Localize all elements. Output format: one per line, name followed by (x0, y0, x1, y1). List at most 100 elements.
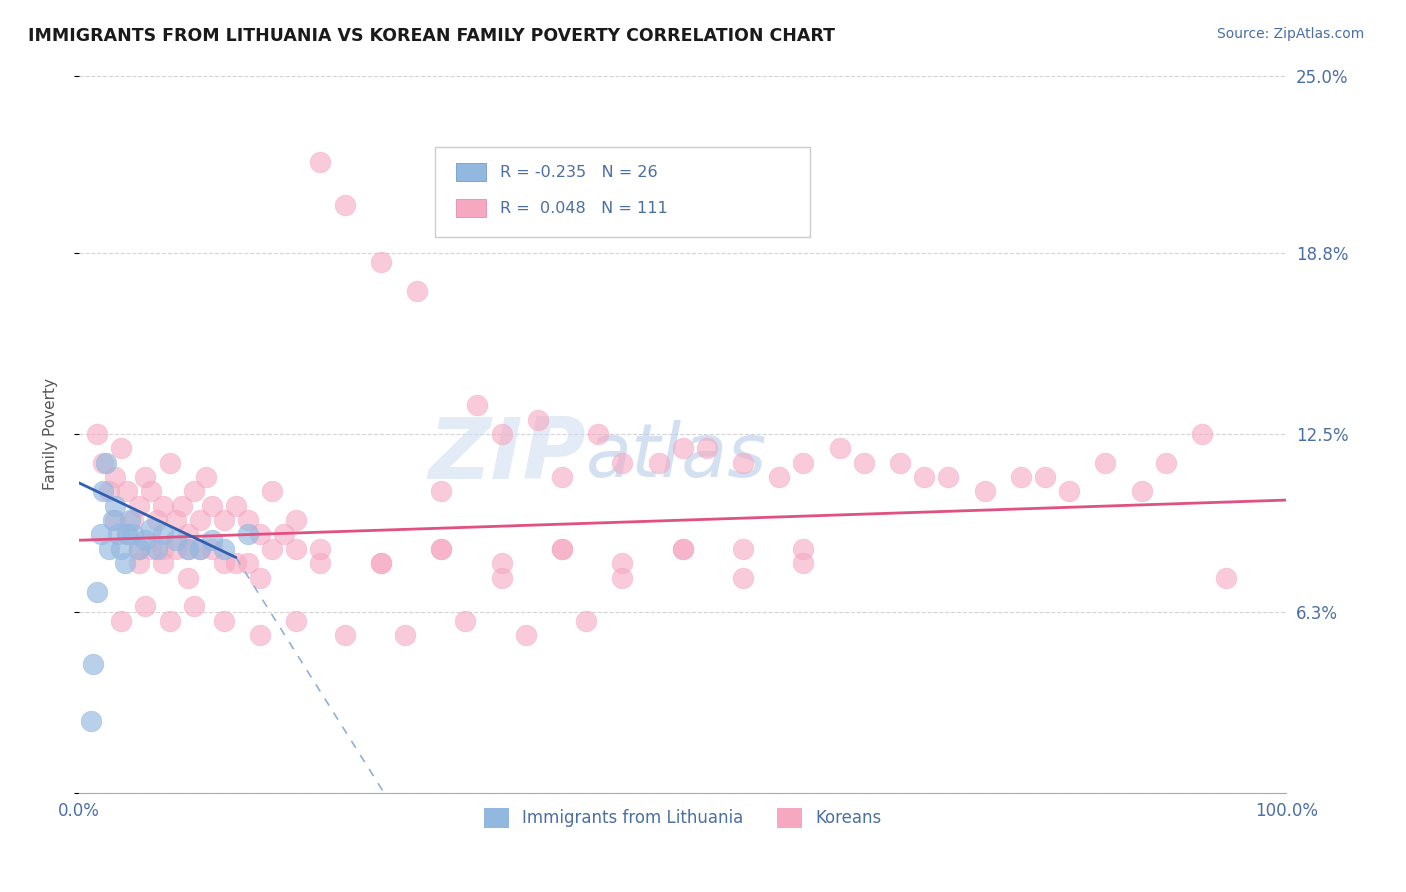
Point (176, 541, 198, 556)
Point (236, 556, 259, 570)
Point (1130, 484, 1153, 499)
Point (159, 614, 181, 628)
Point (225, 499, 247, 513)
Point (309, 556, 332, 570)
Point (117, 527, 139, 541)
Point (733, 570, 755, 584)
Point (110, 614, 132, 628)
Point (146, 541, 169, 556)
Point (672, 541, 695, 556)
Text: Source: ZipAtlas.com: Source: ZipAtlas.com (1216, 27, 1364, 41)
Point (188, 513, 211, 527)
Point (236, 527, 259, 541)
Point (165, 541, 187, 556)
Point (114, 556, 136, 570)
Point (454, 614, 477, 628)
Point (430, 484, 453, 499)
Point (107, 527, 129, 541)
Point (118, 513, 141, 527)
Point (134, 599, 156, 614)
Point (80, 714, 103, 728)
Point (515, 628, 537, 642)
Point (612, 556, 634, 570)
Point (128, 499, 150, 513)
Point (91, 456, 114, 470)
Point (1154, 456, 1177, 470)
Point (938, 470, 960, 484)
Point (333, 197, 356, 211)
Point (117, 484, 139, 499)
Point (491, 556, 513, 570)
Point (333, 628, 356, 642)
Point (285, 614, 308, 628)
Point (828, 442, 851, 456)
Point (792, 541, 814, 556)
Point (86, 427, 108, 442)
Point (696, 442, 718, 456)
Point (285, 541, 308, 556)
Point (612, 570, 634, 584)
Point (188, 541, 211, 556)
Point (575, 614, 598, 628)
FancyBboxPatch shape (436, 147, 810, 237)
Point (551, 541, 574, 556)
Point (152, 556, 174, 570)
Point (183, 599, 205, 614)
Point (201, 541, 224, 556)
Point (309, 541, 332, 556)
Point (733, 456, 755, 470)
Point (98, 484, 121, 499)
Point (612, 456, 634, 470)
Point (733, 541, 755, 556)
Point (165, 513, 187, 527)
Point (183, 484, 205, 499)
Point (309, 154, 332, 169)
Point (122, 513, 145, 527)
Point (110, 442, 132, 456)
Point (141, 541, 163, 556)
Point (551, 541, 574, 556)
Point (141, 522, 163, 536)
Point (176, 541, 198, 556)
Point (128, 556, 150, 570)
FancyBboxPatch shape (456, 163, 486, 181)
Point (394, 628, 416, 642)
Point (672, 541, 695, 556)
Point (672, 442, 695, 456)
Point (152, 541, 174, 556)
Point (134, 533, 156, 548)
Point (912, 470, 935, 484)
Point (1094, 456, 1116, 470)
Text: R =  0.048   N = 111: R = 0.048 N = 111 (501, 201, 668, 216)
Point (1215, 570, 1237, 584)
Point (82, 657, 104, 671)
Point (117, 527, 139, 541)
Point (491, 427, 513, 442)
Point (98, 541, 121, 556)
Point (262, 541, 284, 556)
Point (104, 470, 127, 484)
Point (285, 513, 308, 527)
Point (101, 513, 124, 527)
Point (110, 541, 132, 556)
Point (134, 470, 156, 484)
Point (249, 570, 271, 584)
Point (467, 398, 489, 412)
Point (430, 541, 453, 556)
Point (406, 284, 429, 298)
Y-axis label: Family Poverty: Family Poverty (44, 378, 58, 490)
Point (152, 527, 174, 541)
Point (104, 499, 127, 513)
Point (212, 614, 235, 628)
Point (249, 527, 271, 541)
Text: IMMIGRANTS FROM LITHUANIA VS KOREAN FAMILY POVERTY CORRELATION CHART: IMMIGRANTS FROM LITHUANIA VS KOREAN FAMI… (28, 27, 835, 45)
Point (973, 484, 995, 499)
Point (527, 413, 550, 427)
Legend: Immigrants from Lithuania, Koreans: Immigrants from Lithuania, Koreans (477, 801, 889, 835)
Point (128, 541, 150, 556)
Point (170, 499, 193, 513)
Point (249, 628, 271, 642)
Point (647, 456, 669, 470)
Point (201, 499, 224, 513)
Point (1057, 484, 1080, 499)
